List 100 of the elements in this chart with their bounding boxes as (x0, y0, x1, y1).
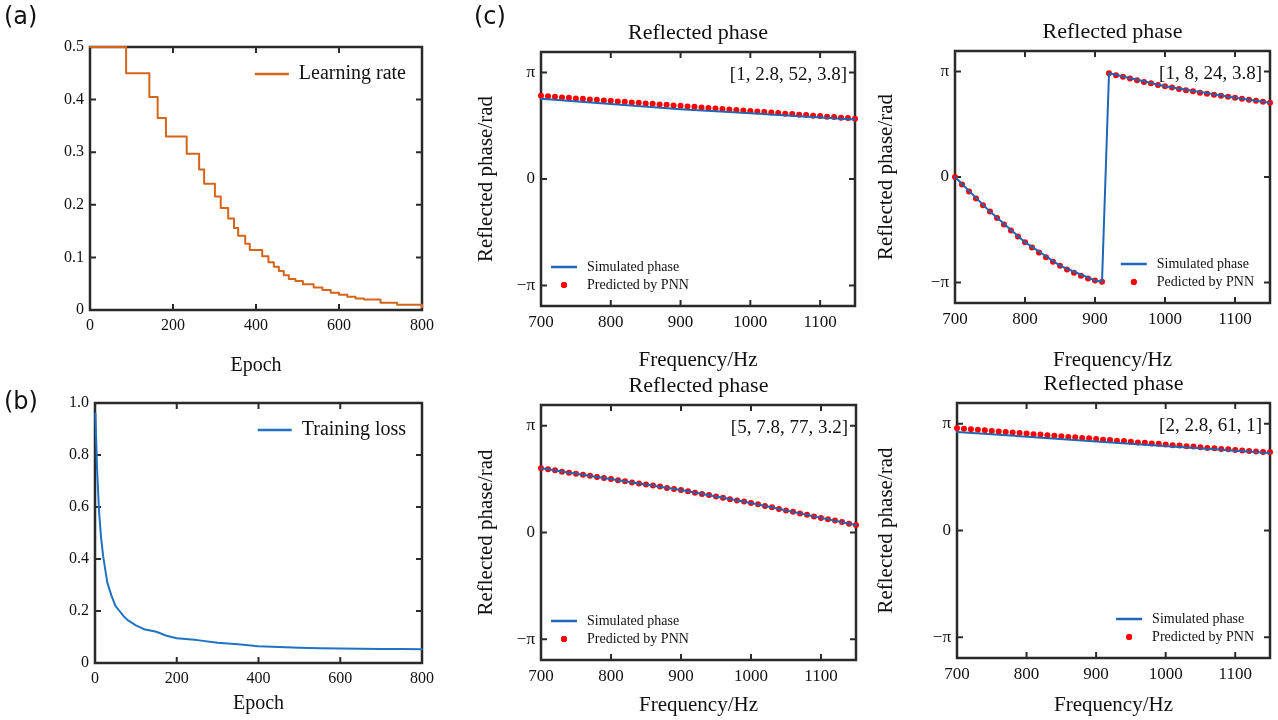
x-tick-label: 700 (528, 311, 554, 331)
x-tick-label: 1000 (1148, 663, 1183, 683)
x-axis-title: Epoch (232, 691, 285, 715)
y-tick-label: 0 (942, 519, 951, 539)
point (1023, 430, 1030, 437)
point (621, 98, 628, 105)
legend-label: Training loss (301, 417, 407, 441)
x-tick-label: 700 (944, 663, 970, 683)
text: (b) (4, 387, 38, 416)
x-tick-label: 800 (410, 668, 434, 686)
y-tick-label: 0.4 (64, 89, 84, 107)
x-tick-label: 700 (942, 308, 968, 328)
y-axis-title: Reflected phase/rad (473, 95, 498, 263)
point (981, 427, 988, 434)
point (1009, 429, 1016, 436)
x-tick-label: 900 (1083, 663, 1109, 683)
point (579, 95, 586, 102)
y-tick-label: 0.2 (64, 195, 84, 212)
x-tick-label: 800 (410, 315, 434, 333)
y-tick-label: 1.0 (69, 393, 89, 411)
legend-label: Predicted by PNN (1152, 628, 1255, 644)
y-tick-label: π (940, 60, 950, 80)
x-tick-label: 900 (1082, 308, 1108, 328)
x-tick-label: 400 (244, 315, 268, 333)
y-tick-label: π (942, 413, 952, 433)
x-axis-title: Frequency/Hz (1053, 346, 1172, 371)
y-tick-label: 0.8 (69, 445, 89, 463)
y-tick-label: 0.6 (69, 497, 89, 515)
y-tick-label: −π (930, 272, 950, 292)
point (635, 99, 642, 106)
x-tick-label: 1000 (734, 665, 768, 685)
annotation: [1, 2.8, 52, 3.8] (729, 63, 847, 85)
x-tick-label: 800 (1012, 308, 1038, 328)
point (628, 99, 635, 106)
point (614, 98, 621, 105)
y-axis-title: Reflected phase/rad (473, 448, 498, 616)
point (538, 92, 544, 99)
point (663, 101, 670, 108)
x-axis-title: Frequency/Hz (638, 346, 758, 371)
point (586, 96, 593, 103)
point (960, 425, 967, 432)
point (600, 97, 607, 104)
legend-label: Simulated phase (587, 258, 680, 274)
y-tick-label: 0.2 (69, 601, 89, 619)
y-tick-label: 0 (940, 166, 949, 186)
y-tick-label: 0 (526, 521, 535, 541)
y-tick-label: π (526, 415, 536, 435)
annotation: [2, 2.8, 61, 1] (1159, 414, 1262, 436)
y-tick-label: −π (516, 274, 536, 294)
point (954, 425, 960, 432)
x-tick-label: 400 (246, 668, 271, 686)
annotation: [1, 8, 24, 3.8] (1159, 62, 1262, 84)
point (593, 96, 600, 103)
text: (a) (4, 2, 38, 31)
y-axis-title: Reflected phase/rad (873, 93, 898, 261)
x-tick-label: 700 (528, 665, 554, 685)
y-tick-label: −π (516, 628, 536, 648)
text: (c) (474, 2, 506, 31)
x-tick-label: 800 (598, 311, 624, 331)
point (1002, 428, 1009, 435)
x-tick-label: 600 (328, 668, 353, 686)
point (974, 426, 981, 433)
annotation: [5, 7.8, 77, 3.2] (730, 416, 848, 438)
x-tick-label: 800 (598, 665, 624, 685)
point (995, 428, 1002, 435)
point (642, 100, 649, 107)
point (1016, 429, 1023, 436)
chart-title: Reflected phase (628, 18, 768, 44)
y-tick-label: 0.4 (69, 549, 89, 567)
y-tick-label: −π (932, 626, 952, 646)
x-tick-label: 200 (164, 668, 189, 686)
y-axis-title: Reflected phase/rad (873, 446, 898, 614)
x-tick-label: 200 (161, 315, 185, 333)
legend-label: Learning rate (298, 61, 407, 85)
point (565, 94, 572, 101)
legend-label: Predicted by PNN (587, 276, 689, 292)
point (670, 102, 677, 109)
y-tick-label: 0.1 (64, 247, 84, 265)
x-tick-label: 1000 (733, 311, 768, 331)
x-tick-label: 600 (327, 315, 351, 333)
point (1058, 433, 1065, 440)
x-tick-label: 800 (1013, 663, 1040, 683)
x-tick-label: 1100 (1218, 663, 1252, 683)
x-tick-label: 900 (668, 665, 694, 685)
chart-title: Reflected phase (628, 371, 769, 397)
x-axis-title: Epoch (230, 353, 282, 377)
legend-label: Simulated phase (587, 612, 680, 628)
legend-label: Predicted by PNN (587, 630, 689, 646)
point (551, 93, 558, 100)
point (967, 426, 974, 433)
legend-label: Simulated phase (1152, 610, 1245, 626)
y-tick-label: 0.3 (64, 142, 84, 160)
x-tick-label: 1000 (1148, 308, 1182, 328)
x-tick-label: 1100 (803, 311, 837, 331)
point (684, 103, 691, 110)
x-tick-label: 1100 (1218, 308, 1252, 328)
x-axis-title: Frequency/Hz (639, 691, 758, 716)
legend-label: Simulated phase (1156, 255, 1249, 271)
point (607, 97, 614, 104)
point (988, 427, 995, 434)
